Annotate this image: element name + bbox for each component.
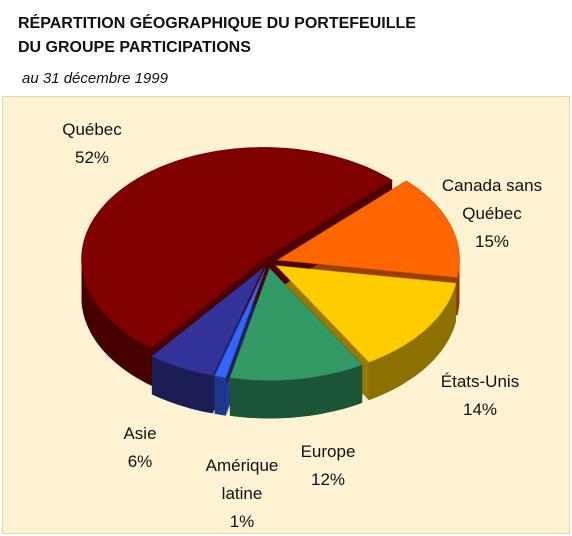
data-label: Québec 52% [42, 116, 142, 172]
data-label: Europe 12% [278, 438, 378, 494]
value-label: 12% [310, 470, 346, 489]
data-label: États-Unis 14% [420, 368, 540, 424]
category-label: Canada sans Québec [441, 176, 543, 223]
category-label: Europe [300, 442, 356, 461]
slice [81, 147, 393, 349]
slice-side [368, 283, 456, 401]
category-label: Québec [62, 120, 122, 139]
slice [276, 180, 460, 278]
data-label: Amérique latine 1% [192, 452, 292, 536]
value-label: 15% [474, 232, 510, 251]
subtitle: au 31 décembre 1999 [22, 70, 168, 87]
slice-side [229, 364, 363, 419]
data-label: Canada sans Québec 15% [417, 172, 567, 256]
slice [229, 267, 363, 381]
slice-side [214, 375, 226, 416]
value-label: 6% [127, 452, 153, 471]
title-line: DU GROUPE PARTICIPATIONS [18, 39, 251, 56]
slice-side [81, 259, 152, 386]
value-label: 52% [74, 148, 110, 167]
value-label: 14% [462, 400, 498, 419]
category-label: États-Unis [440, 372, 520, 391]
slice-side [151, 356, 213, 414]
title-line: RÉPARTITION GÉOGRAPHIQUE DU PORTEFEUILLE [18, 15, 416, 32]
value-label: 1% [229, 512, 255, 531]
title: RÉPARTITION GÉOGRAPHIQUE DU PORTEFEUILLE… [18, 12, 416, 60]
slice [151, 267, 264, 376]
slice [214, 268, 266, 378]
slice [275, 265, 457, 363]
category-label: Asie [123, 424, 157, 443]
slice-side [457, 260, 460, 316]
data-label: Asie 6% [100, 420, 180, 476]
category-label: Amérique latine [205, 456, 279, 503]
